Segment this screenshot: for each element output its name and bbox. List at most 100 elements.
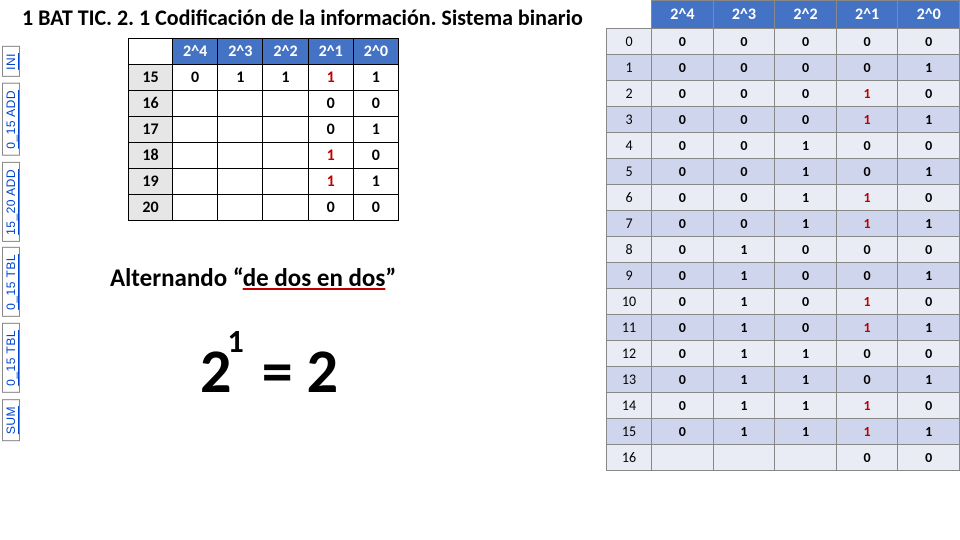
big-cell-2-4: 0 — [898, 81, 960, 107]
big-row-14: 1401110 — [607, 393, 960, 419]
big-rowidx-9: 9 — [607, 263, 652, 289]
big-cell-0-1: 0 — [713, 29, 775, 55]
small-row-4: 19 11 — [129, 169, 399, 195]
big-cell-9-2: 0 — [775, 263, 837, 289]
big-cell-4-1: 0 — [713, 133, 775, 159]
big-row-13: 1301101 — [607, 367, 960, 393]
big-cell-15-0: 0 — [652, 419, 714, 445]
big-cell-1-3: 0 — [836, 55, 898, 81]
big-cell-7-3: 1 — [836, 211, 898, 237]
big-cell-10-0: 0 — [652, 289, 714, 315]
binary-table-wrap: 2^42^32^22^12^00000001000012000103000114… — [606, 0, 960, 540]
small-row-2: 17 01 — [129, 117, 399, 143]
big-rowidx-2: 2 — [607, 81, 652, 107]
small-cell-1-3: 0 — [308, 91, 353, 117]
big-cell-8-2: 0 — [775, 237, 837, 263]
big-cell-12-1: 1 — [713, 341, 775, 367]
nav-tab-3[interactable]: 0_15 TBL — [2, 247, 20, 317]
big-rowidx-1: 1 — [607, 55, 652, 81]
nav-tab-0[interactable]: INI — [2, 46, 20, 77]
big-cell-3-2: 0 — [775, 107, 837, 133]
big-row-10: 1001010 — [607, 289, 960, 315]
small-cell-1-2 — [263, 91, 308, 117]
big-cell-14-2: 1 — [775, 393, 837, 419]
big-cell-6-1: 0 — [713, 185, 775, 211]
small-th-3: 2^2 — [263, 39, 308, 65]
caption-prefix: Alternando — [110, 262, 233, 293]
small-cell-5-0 — [173, 195, 218, 221]
big-cell-5-0: 0 — [652, 159, 714, 185]
big-cell-10-1: 1 — [713, 289, 775, 315]
big-cell-0-3: 0 — [836, 29, 898, 55]
big-row-15: 1501111 — [607, 419, 960, 445]
small-th-0 — [129, 39, 173, 65]
big-row-3: 300011 — [607, 107, 960, 133]
formula-rhs: = 2 — [262, 333, 338, 409]
big-rowidx-7: 7 — [607, 211, 652, 237]
big-row-8: 801000 — [607, 237, 960, 263]
big-cell-6-2: 1 — [775, 185, 837, 211]
caption-inner: de dos en dos — [243, 262, 386, 293]
big-cell-12-3: 0 — [836, 341, 898, 367]
small-rowlabel-1: 16 — [129, 91, 173, 117]
nav-tab-2[interactable]: 15_20 ADD — [2, 162, 20, 242]
big-rowidx-8: 8 — [607, 237, 652, 263]
big-cell-4-4: 0 — [898, 133, 960, 159]
big-cell-14-1: 1 — [713, 393, 775, 419]
small-rowlabel-0: 15 — [129, 65, 173, 91]
big-row-7: 700111 — [607, 211, 960, 237]
small-cell-4-0 — [173, 169, 218, 195]
big-cell-5-4: 1 — [898, 159, 960, 185]
big-cell-10-3: 1 — [836, 289, 898, 315]
small-cell-0-4: 1 — [353, 65, 398, 91]
small-cell-5-2 — [263, 195, 308, 221]
big-rowidx-13: 13 — [607, 367, 652, 393]
big-cell-4-2: 1 — [775, 133, 837, 159]
big-cell-3-4: 1 — [898, 107, 960, 133]
big-rowidx-4: 4 — [607, 133, 652, 159]
big-row-5: 500101 — [607, 159, 960, 185]
big-cell-13-0: 0 — [652, 367, 714, 393]
formula: 21 = 2 — [200, 340, 338, 402]
big-cell-9-1: 1 — [713, 263, 775, 289]
big-cell-16-1 — [713, 445, 775, 471]
big-rowidx-16: 16 — [607, 445, 652, 471]
big-cell-15-2: 1 — [775, 419, 837, 445]
small-cell-2-4: 1 — [353, 117, 398, 143]
big-cell-4-0: 0 — [652, 133, 714, 159]
nav-tab-1[interactable]: 0_15 ADD — [2, 83, 20, 156]
big-rowidx-14: 14 — [607, 393, 652, 419]
big-cell-3-1: 0 — [713, 107, 775, 133]
small-cell-3-1 — [218, 143, 263, 169]
big-cell-6-4: 0 — [898, 185, 960, 211]
small-cell-3-3: 1 — [308, 143, 353, 169]
big-cell-16-2 — [775, 445, 837, 471]
big-cell-0-4: 0 — [898, 29, 960, 55]
big-rowidx-3: 3 — [607, 107, 652, 133]
big-row-1: 100001 — [607, 55, 960, 81]
big-cell-8-0: 0 — [652, 237, 714, 263]
big-row-4: 400100 — [607, 133, 960, 159]
small-cell-4-4: 1 — [353, 169, 398, 195]
big-cell-15-1: 1 — [713, 419, 775, 445]
big-rowidx-10: 10 — [607, 289, 652, 315]
big-cell-10-2: 0 — [775, 289, 837, 315]
big-cell-8-3: 0 — [836, 237, 898, 263]
big-th-5: 2^0 — [898, 1, 960, 29]
big-cell-9-0: 0 — [652, 263, 714, 289]
caption-close-quote: ” — [385, 262, 396, 293]
big-cell-12-4: 0 — [898, 341, 960, 367]
big-cell-11-0: 0 — [652, 315, 714, 341]
small-cell-4-3: 1 — [308, 169, 353, 195]
big-cell-14-3: 1 — [836, 393, 898, 419]
small-row-5: 20 00 — [129, 195, 399, 221]
nav-tab-4[interactable]: 0_15 TBL — [2, 323, 20, 393]
big-cell-1-0: 0 — [652, 55, 714, 81]
binary-table: 2^42^32^22^12^00000001000012000103000114… — [606, 0, 960, 471]
big-th-2: 2^3 — [713, 1, 775, 29]
big-row-0: 000000 — [607, 29, 960, 55]
small-th-4: 2^1 — [308, 39, 353, 65]
nav-tab-5[interactable]: SUM — [2, 399, 20, 441]
big-cell-11-1: 1 — [713, 315, 775, 341]
big-cell-5-3: 0 — [836, 159, 898, 185]
